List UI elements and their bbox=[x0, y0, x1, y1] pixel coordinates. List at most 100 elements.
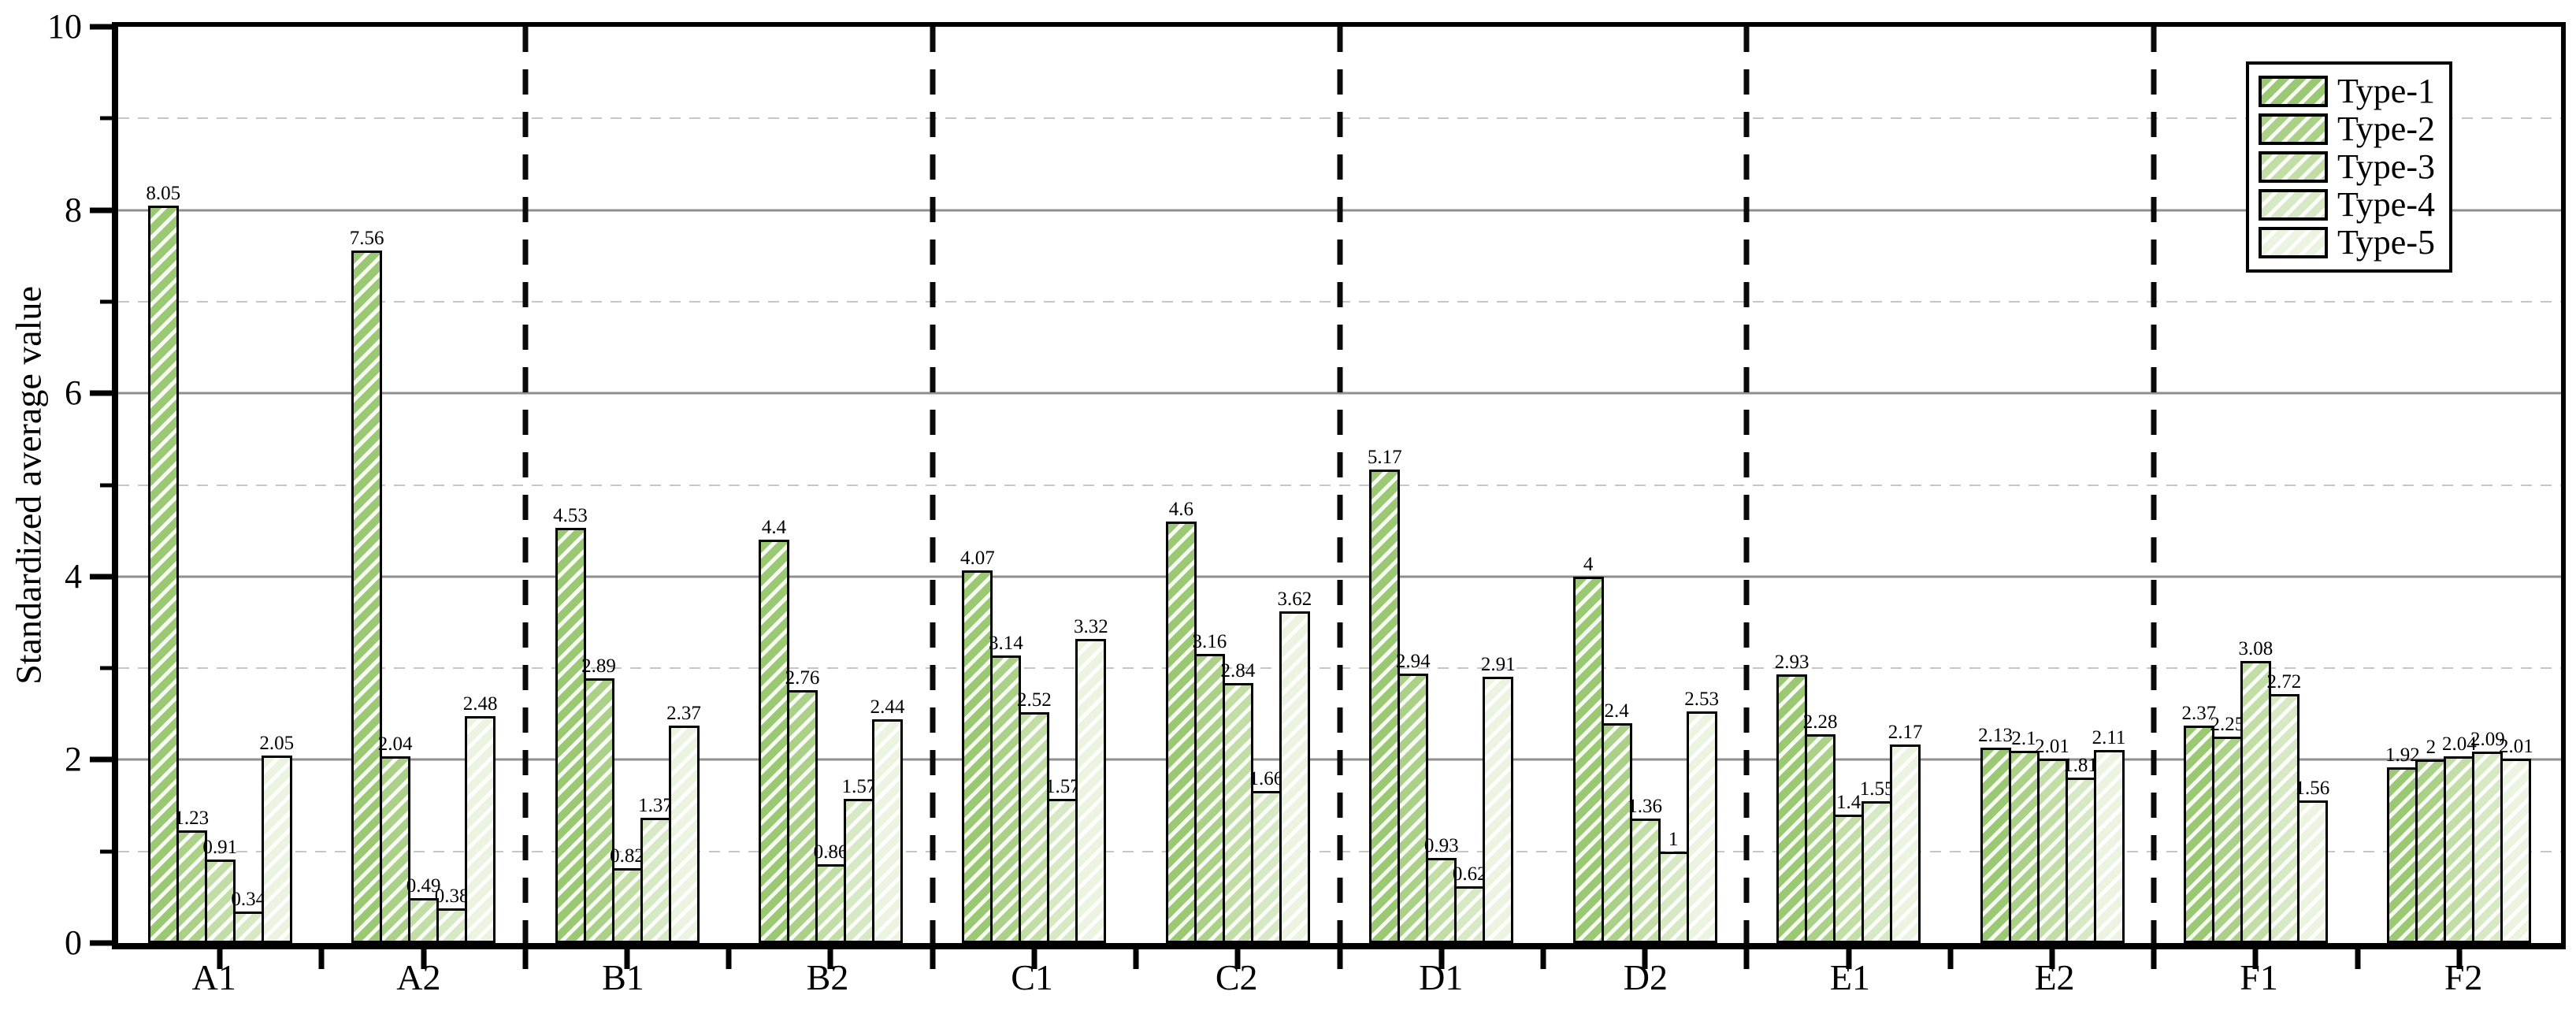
bar-value-label: 1 bbox=[1668, 828, 1679, 850]
x-tick-boundary bbox=[1540, 949, 1546, 969]
bar-value-label: 2.1 bbox=[2011, 727, 2036, 749]
bar-type-2-c2: 3.16 bbox=[1192, 632, 1227, 943]
category-label-f2: F2 bbox=[2444, 957, 2483, 997]
y-axis-title: Standardized average value bbox=[8, 286, 49, 685]
bar-value-label: 3.32 bbox=[1074, 615, 1108, 637]
pair-separator-dashed-line bbox=[1743, 27, 1750, 943]
bar-value-label: 7.56 bbox=[349, 227, 384, 249]
x-tick-center bbox=[624, 949, 630, 969]
x-tick-center bbox=[2456, 949, 2463, 969]
bar-type-5-f1: 1.56 bbox=[2296, 778, 2329, 943]
category-label-a1: A1 bbox=[191, 957, 236, 997]
y-tick-major bbox=[90, 756, 112, 763]
bar-type-3-a2: 0.49 bbox=[406, 876, 441, 943]
bar-value-label: 0.34 bbox=[231, 889, 266, 911]
bar-type-5-b2: 2.44 bbox=[870, 697, 904, 943]
y-tick-label: 2 bbox=[65, 740, 82, 779]
y-tick-major bbox=[90, 24, 112, 30]
bar-value-label: 3.08 bbox=[2238, 637, 2273, 659]
legend-label: Type-4 bbox=[2337, 185, 2435, 224]
bar-type-1-f2: 1.92 bbox=[2385, 745, 2420, 943]
legend-label: Type-1 bbox=[2337, 72, 2435, 110]
bar-type-3-c2: 2.84 bbox=[1220, 661, 1255, 943]
bar-value-label: 1.36 bbox=[1628, 795, 1663, 817]
bar-value-label: 1.37 bbox=[638, 794, 673, 816]
pair-separator-dashed-line bbox=[1337, 27, 1342, 943]
bar-type-3-f2: 2.04 bbox=[2442, 734, 2477, 943]
bar-value-label: 2.11 bbox=[2092, 726, 2126, 748]
bar-value-label: 3.14 bbox=[989, 632, 1023, 654]
bar-type-4-f2: 2.09 bbox=[2470, 730, 2505, 943]
legend-item-type-3: Type-3 bbox=[2259, 148, 2435, 186]
x-axis-category-labels: A1 A2 B1 B2 C1 C2 D1 D2 E1 E2 F1 F2 bbox=[112, 960, 2566, 996]
bar-value-label: 3.62 bbox=[1277, 589, 1312, 610]
bar-value-label: 1.57 bbox=[1045, 776, 1080, 798]
y-tick-label: 0 bbox=[65, 923, 82, 962]
x-tick-center bbox=[1642, 949, 1648, 969]
bar-type-3-b2: 0.86 bbox=[814, 842, 848, 943]
bar-value-label: 4.4 bbox=[761, 517, 787, 539]
bar-type-5-c2: 3.62 bbox=[1277, 589, 1312, 943]
y-tick-label: 6 bbox=[65, 373, 82, 413]
y-tick-minor bbox=[100, 666, 112, 670]
bar-value-label: 2.44 bbox=[870, 696, 905, 719]
bar-value-label: 2.17 bbox=[1887, 721, 1923, 743]
bar-value-label: 5.17 bbox=[1367, 446, 1402, 468]
bar-type-3-f1: 3.08 bbox=[2239, 639, 2273, 943]
bar-value-label: 2.72 bbox=[2266, 670, 2302, 693]
x-tick-boundary bbox=[726, 949, 732, 969]
pair-separator-dashed-line bbox=[2151, 27, 2157, 943]
category-label-c1: C1 bbox=[1011, 957, 1053, 997]
x-tick-center bbox=[1234, 949, 1241, 969]
bar-value-label: 2.01 bbox=[2498, 736, 2533, 758]
bar-type-5-e2: 2.11 bbox=[2092, 728, 2125, 943]
bar-value-label: 0.86 bbox=[813, 841, 848, 863]
x-tick-boundary bbox=[1947, 949, 1954, 969]
bar-type-4-a2: 0.38 bbox=[435, 886, 470, 943]
bar-value-label: 0.49 bbox=[406, 875, 441, 897]
bar-group-d1: 5.17 2.94 0.93 0.62 2.91 bbox=[1340, 27, 1543, 943]
bar-type-1-b2: 4.4 bbox=[758, 518, 789, 943]
bar-type-4-c1: 1.57 bbox=[1045, 777, 1080, 943]
bar-group-b2: 4.4 2.76 0.86 1.57 2.44 bbox=[729, 27, 932, 943]
legend-item-type-4: Type-4 bbox=[2259, 186, 2435, 224]
bar-type-4-c2: 1.66 bbox=[1249, 769, 1283, 943]
bar-type-5-a2: 2.48 bbox=[463, 694, 498, 943]
bar-type-1-e2: 2.13 bbox=[1978, 726, 2013, 943]
bar-value-label: 2.53 bbox=[1684, 688, 1720, 710]
category-label-d1: D1 bbox=[1419, 957, 1464, 997]
pair-separator-dashed-line bbox=[930, 27, 936, 943]
x-tick-boundary bbox=[1743, 949, 1750, 969]
x-tick-center bbox=[827, 949, 833, 969]
bar-value-label: 2.04 bbox=[377, 733, 413, 755]
bar-type-2-d2: 2.4 bbox=[1601, 701, 1632, 943]
bar-type-3-d1: 0.93 bbox=[1424, 836, 1459, 943]
bar-type-4-b2: 1.57 bbox=[842, 777, 876, 943]
y-tick-label: 8 bbox=[65, 190, 82, 229]
pair-separator-dashed-line bbox=[522, 27, 529, 943]
legend-item-type-1: Type-1 bbox=[2259, 72, 2435, 110]
bar-value-label: 2 bbox=[2426, 737, 2437, 759]
bar-type-1-d1: 5.17 bbox=[1368, 447, 1402, 943]
legend-swatch-icon bbox=[2259, 227, 2328, 258]
bar-groups: 8.05 1.23 0.91 0.34 2.05 7.56 2.04 0.49 0.38 2.48… bbox=[118, 27, 2561, 943]
x-tick-center bbox=[2252, 949, 2259, 969]
bar-group-f1: 2.37 2.25 3.08 2.72 1.56 bbox=[2154, 27, 2357, 943]
legend-item-type-2: Type-2 bbox=[2259, 110, 2435, 148]
category-label-d2: D2 bbox=[1623, 957, 1668, 997]
bar-type-1-d2: 4 bbox=[1572, 555, 1604, 943]
bar-type-2-b2: 2.76 bbox=[785, 668, 819, 943]
x-tick-boundary bbox=[318, 949, 325, 969]
bar-type-5-d1: 2.91 bbox=[1481, 655, 1516, 943]
bar-value-label: 3.16 bbox=[1192, 630, 1227, 652]
bar-value-label: 4.07 bbox=[960, 547, 995, 569]
bar-type-4-d1: 0.62 bbox=[1453, 864, 1487, 943]
bar-value-label: 2.05 bbox=[259, 732, 295, 754]
category-label-a2: A2 bbox=[396, 957, 441, 997]
bar-type-2-f2: 2 bbox=[2415, 737, 2447, 943]
x-tick-center bbox=[217, 949, 223, 969]
x-tick-boundary bbox=[2151, 949, 2157, 969]
bar-value-label: 2.37 bbox=[666, 703, 701, 725]
x-tick-center bbox=[2049, 949, 2055, 969]
